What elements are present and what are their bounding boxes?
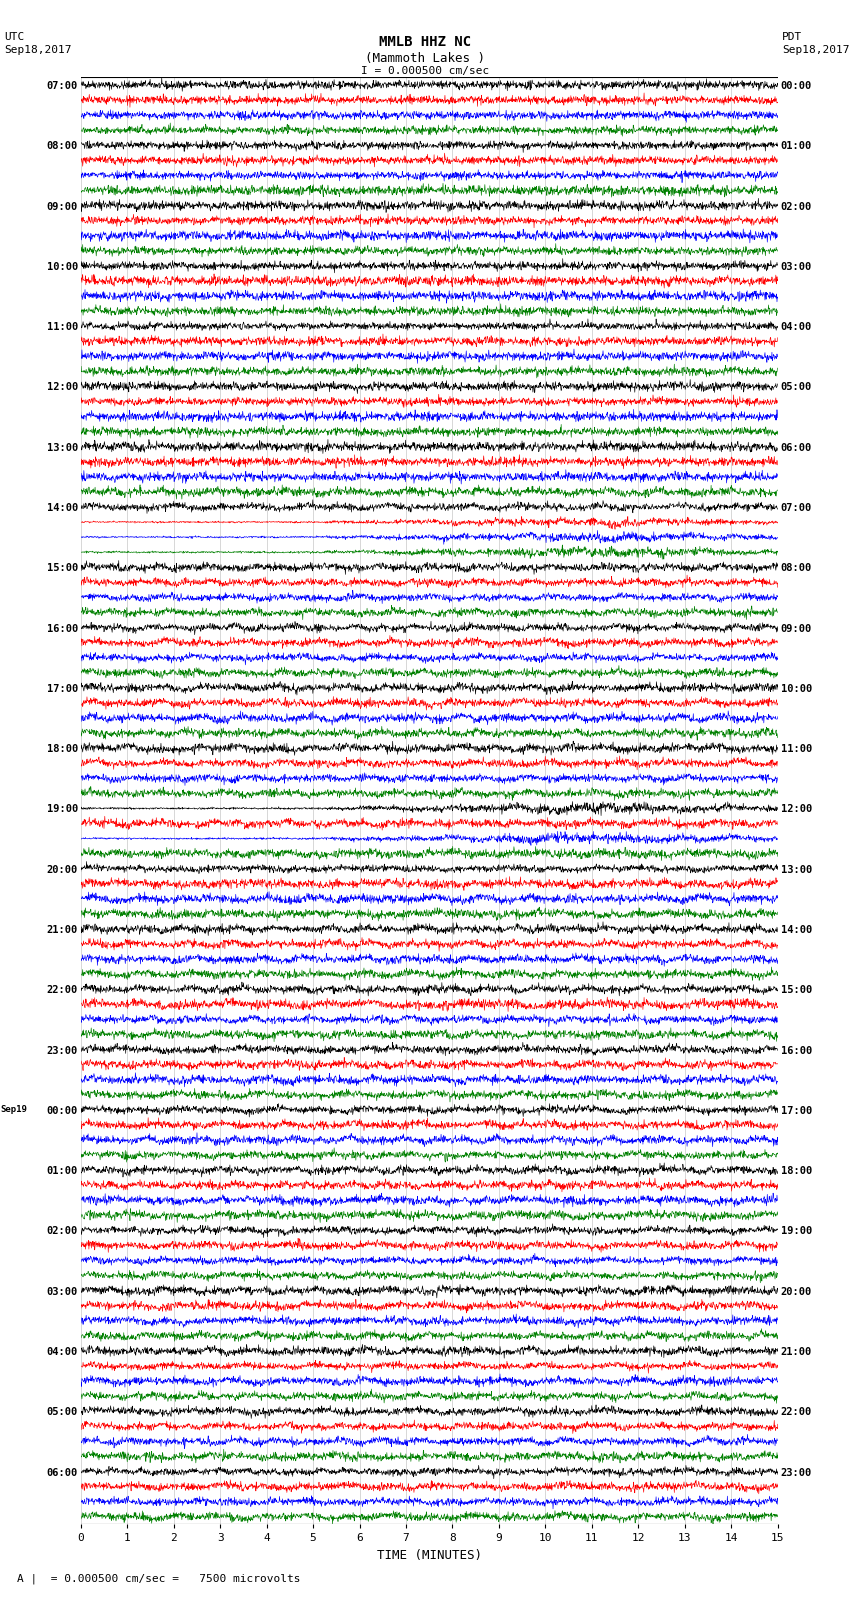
Text: Sep18,2017: Sep18,2017 [4,45,71,55]
Text: A |  = 0.000500 cm/sec =   7500 microvolts: A | = 0.000500 cm/sec = 7500 microvolts [17,1573,301,1584]
Text: PDT: PDT [782,32,802,42]
Text: Sep19: Sep19 [1,1105,28,1115]
Text: I = 0.000500 cm/sec: I = 0.000500 cm/sec [361,66,489,76]
X-axis label: TIME (MINUTES): TIME (MINUTES) [377,1548,482,1561]
Text: UTC: UTC [4,32,25,42]
Text: MMLB HHZ NC: MMLB HHZ NC [379,35,471,50]
Text: (Mammoth Lakes ): (Mammoth Lakes ) [365,52,485,65]
Text: Sep18,2017: Sep18,2017 [782,45,849,55]
